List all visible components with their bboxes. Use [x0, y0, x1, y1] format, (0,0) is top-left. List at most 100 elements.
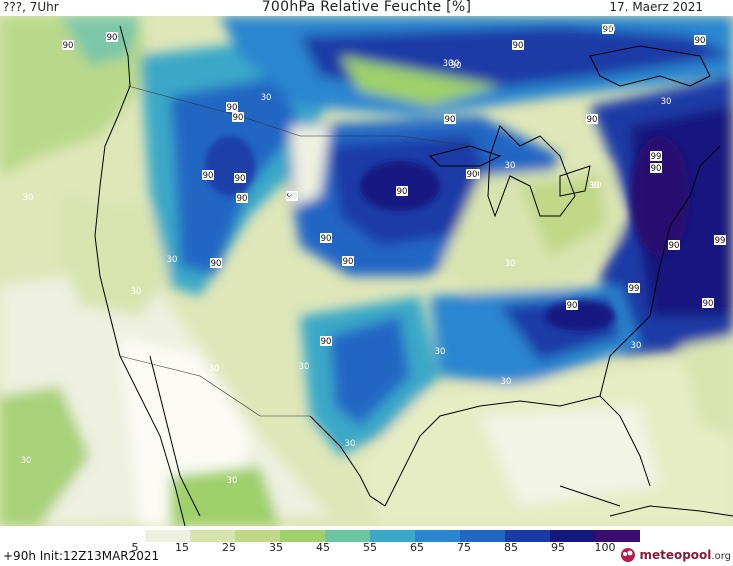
- legend-tick-label: 5: [131, 541, 139, 554]
- contour-label: 90: [444, 114, 456, 125]
- svg-text:30: 30: [631, 341, 642, 351]
- contour-label: 90: [466, 169, 478, 180]
- contour-label: 90: [602, 24, 614, 35]
- forecast-date: 17. Maerz 2021: [609, 0, 703, 14]
- map-title: 700hPa Relative Feuchte [%]: [261, 0, 472, 15]
- svg-text:90: 90: [603, 25, 614, 35]
- contour-label: 30: [443, 59, 454, 69]
- contour-label: 30: [261, 93, 272, 103]
- contour-label: 30: [435, 347, 446, 357]
- contour-label: 30: [505, 259, 516, 269]
- contour-label: 30: [131, 287, 142, 297]
- legend-tick-label: 100: [594, 541, 616, 554]
- contour-label: 30: [501, 377, 512, 387]
- svg-text:30: 30: [345, 439, 356, 449]
- svg-text:99: 99: [715, 236, 726, 246]
- contour-label: 90: [286, 191, 298, 202]
- logo-name: meteopool: [639, 548, 712, 562]
- contour-label: 30: [287, 192, 298, 202]
- legend-swatch: [325, 530, 371, 542]
- svg-text:90: 90: [107, 33, 118, 43]
- contour-label: 90: [232, 112, 244, 123]
- legend-tick-label: 55: [363, 541, 377, 554]
- svg-text:30: 30: [589, 181, 600, 191]
- contour-label: 90: [668, 240, 680, 251]
- meteopool-logo[interactable]: meteopool.org: [620, 546, 731, 564]
- svg-text:90: 90: [321, 234, 332, 244]
- svg-text:30: 30: [661, 97, 672, 107]
- legend-swatch: [550, 530, 596, 542]
- contour-label: 30: [167, 255, 178, 265]
- borders: [119, 85, 471, 417]
- svg-text:30: 30: [209, 364, 220, 374]
- coastlines: [94, 25, 733, 526]
- contour-label: 30: [227, 476, 238, 486]
- contour-label: 30: [23, 193, 34, 203]
- contour-label: 90: [320, 233, 332, 244]
- svg-text:90: 90: [445, 115, 456, 125]
- svg-text:90: 90: [587, 115, 598, 125]
- contour-label: 90: [236, 193, 248, 204]
- svg-text:90: 90: [695, 36, 706, 46]
- svg-text:30: 30: [227, 476, 238, 486]
- svg-text:30: 30: [451, 61, 462, 71]
- contour-label: 99: [714, 235, 726, 246]
- svg-text:90: 90: [287, 192, 298, 202]
- contour-label: 90: [320, 336, 332, 347]
- svg-text:90: 90: [567, 301, 578, 311]
- svg-text:30: 30: [505, 259, 516, 269]
- run-info: +90h Init:12Z13MAR2021: [3, 549, 160, 563]
- contour-label: 30: [449, 59, 460, 69]
- humidity-field: [0, 16, 733, 526]
- logo-icon: [621, 548, 636, 562]
- svg-text:30: 30: [505, 161, 516, 171]
- contour-label: 90: [226, 102, 238, 113]
- svg-text:99: 99: [629, 284, 640, 294]
- legend-tick-label: 15: [175, 541, 189, 554]
- contour-label: 90: [210, 258, 222, 269]
- contour-label: 90: [62, 40, 74, 51]
- contour-label: 90: [650, 163, 662, 174]
- legend-tick-label: 65: [410, 541, 424, 554]
- legend-tick-label: 75: [457, 541, 471, 554]
- svg-text:90: 90: [233, 113, 244, 123]
- svg-text:30: 30: [261, 93, 272, 103]
- contour-label: 30: [21, 456, 32, 466]
- svg-text:30: 30: [605, 25, 616, 35]
- contour-label: 30: [661, 97, 672, 107]
- svg-text:90: 90: [321, 337, 332, 347]
- svg-text:30: 30: [501, 377, 512, 387]
- contour-label: 30: [345, 439, 356, 449]
- legend-tick-label: 35: [269, 541, 283, 554]
- contour-label: 30: [605, 25, 616, 35]
- contour-label: 90: [694, 35, 706, 46]
- svg-text:30: 30: [591, 181, 602, 191]
- legend-swatch: [280, 530, 326, 542]
- svg-text:90: 90: [211, 259, 222, 269]
- contour-label: 90: [566, 300, 578, 311]
- svg-text:90: 90: [343, 257, 354, 267]
- contour-label: 90: [342, 256, 354, 267]
- svg-text:90: 90: [669, 241, 680, 251]
- svg-text:90: 90: [397, 187, 408, 197]
- contour-label: 99: [628, 283, 640, 294]
- svg-text:90: 90: [63, 41, 74, 51]
- svg-text:90: 90: [513, 41, 524, 51]
- contour-label: 90: [202, 170, 214, 181]
- contour-label: 90: [512, 40, 524, 51]
- legend-colorbar: [100, 530, 640, 542]
- svg-text:30: 30: [449, 59, 460, 69]
- svg-text:90: 90: [237, 194, 248, 204]
- contour-label: 99: [650, 151, 662, 162]
- legend-swatch: [505, 530, 551, 542]
- svg-text:30: 30: [21, 456, 32, 466]
- svg-text:30: 30: [299, 362, 310, 372]
- svg-text:99: 99: [651, 152, 662, 162]
- contour-label: 30: [591, 181, 602, 191]
- contour-label: 30: [209, 364, 220, 374]
- contour-label: 90: [702, 298, 714, 309]
- svg-text:30: 30: [131, 287, 142, 297]
- legend-swatch: [370, 530, 416, 542]
